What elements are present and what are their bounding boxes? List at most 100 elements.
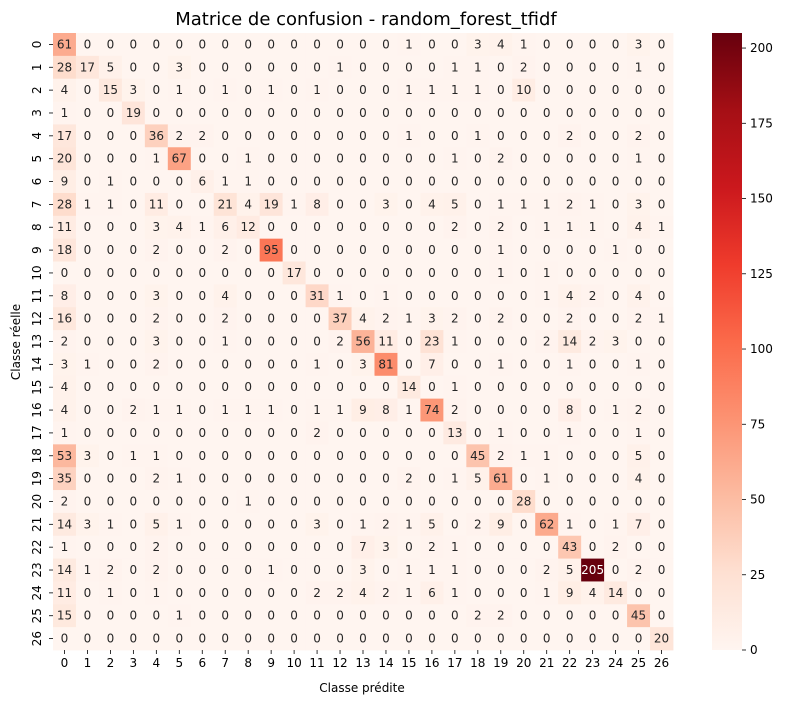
heatmap-cell-value: 0 [198, 266, 206, 280]
heatmap-cell-value: 45 [631, 609, 646, 623]
heatmap-cell-value: 0 [336, 106, 344, 120]
heatmap-cell [190, 490, 215, 514]
heatmap-cell-value: 0 [290, 494, 298, 508]
heatmap-cell [53, 261, 77, 285]
heatmap-cell [236, 261, 261, 285]
heatmap-cell-value: 2 [405, 472, 413, 486]
heatmap-cell [374, 78, 398, 102]
heatmap-cell [512, 421, 536, 445]
heatmap-cell [75, 238, 100, 262]
heatmap-cell [305, 170, 329, 194]
x-tick-label: 0 [61, 656, 69, 670]
heatmap-cell [351, 352, 375, 377]
heatmap-cell-value: 0 [566, 60, 574, 74]
heatmap-cell [420, 444, 444, 468]
heatmap-cell [374, 238, 398, 262]
heatmap-cell-value: 0 [61, 266, 69, 280]
x-tick-label: 5 [175, 656, 183, 670]
heatmap-cell-value: 4 [497, 37, 505, 51]
heatmap-cell-value: 1 [520, 449, 528, 463]
heatmap-cell [121, 512, 146, 537]
heatmap-cell-value: 0 [474, 335, 482, 349]
heatmap-cell [397, 375, 421, 400]
heatmap-cell-value: 0 [359, 632, 367, 646]
heatmap-cell-value: 16 [57, 312, 72, 326]
heatmap-cell [98, 444, 123, 468]
heatmap-cell [282, 375, 306, 400]
heatmap-cell [351, 147, 375, 171]
heatmap-cell-value: 10 [516, 83, 531, 97]
heatmap-cell-value: 0 [474, 220, 482, 234]
x-tick-label: 16 [424, 656, 439, 670]
heatmap-cell-value: 0 [244, 335, 252, 349]
heatmap-cell [420, 627, 444, 651]
heatmap-cell [98, 581, 123, 605]
heatmap-cell-value: 1 [451, 586, 459, 600]
heatmap-cell [397, 307, 421, 331]
heatmap-cell-value: 0 [84, 609, 92, 623]
heatmap-cell-value: 1 [221, 335, 229, 349]
x-tick-label: 7 [221, 656, 229, 670]
heatmap-cell [535, 124, 559, 148]
heatmap-cell [282, 330, 306, 354]
heatmap-cell-value: 0 [428, 152, 436, 166]
heatmap-cell [144, 490, 169, 514]
heatmap-cell [351, 375, 375, 400]
heatmap-cell-value: 0 [451, 129, 459, 143]
heatmap-cell-value: 0 [61, 632, 69, 646]
heatmap-cell [397, 421, 421, 445]
heatmap-cell-value: 1 [107, 586, 115, 600]
heatmap-cell-value: 0 [267, 312, 275, 326]
heatmap-cell [443, 581, 467, 605]
heatmap-cell-value: 1 [107, 517, 115, 531]
heatmap-cell-value: 0 [130, 540, 138, 554]
heatmap-cell-value: 0 [658, 586, 666, 600]
heatmap-cell [259, 627, 284, 651]
heatmap-cell-value: 0 [589, 83, 597, 97]
heatmap-cell-value: 1 [451, 152, 459, 166]
heatmap-cell [420, 604, 444, 628]
heatmap-cell [75, 604, 100, 628]
heatmap-cell-value: 0 [221, 129, 229, 143]
heatmap-cell [75, 421, 100, 445]
heatmap-cell [397, 627, 421, 651]
heatmap-cell [512, 284, 536, 308]
heatmap-cell-value: 0 [175, 563, 183, 577]
heatmap-cell [397, 558, 421, 582]
heatmap-cell-value: 0 [658, 563, 666, 577]
colorbar-tick-label: 75 [750, 417, 765, 431]
heatmap-cell-value: 0 [130, 197, 138, 211]
heatmap-cell [558, 101, 582, 125]
heatmap-cell-value: 0 [589, 60, 597, 74]
heatmap-cell-value: 1 [474, 83, 482, 97]
heatmap-cell [489, 101, 513, 125]
heatmap-cell-value: 1 [589, 197, 597, 211]
heatmap-cell [466, 444, 490, 468]
heatmap-cell-value: 0 [497, 106, 505, 120]
heatmap-cell-value: 0 [612, 312, 620, 326]
heatmap-cell-value: 0 [175, 335, 183, 349]
x-tick-label: 23 [585, 656, 600, 670]
heatmap-cell [489, 215, 513, 240]
heatmap-cell-value: 4 [61, 380, 69, 394]
heatmap-cell [374, 581, 398, 605]
heatmap-cell [627, 101, 651, 125]
heatmap-cell-value: 0 [589, 312, 597, 326]
heatmap-cell [167, 330, 192, 354]
heatmap-cell-value: 0 [267, 472, 275, 486]
heatmap-cell [466, 147, 490, 171]
heatmap-cell-value: 1 [451, 83, 459, 97]
heatmap-cell [374, 627, 398, 651]
heatmap-cell-value: 0 [290, 472, 298, 486]
heatmap-cell [305, 375, 329, 400]
heatmap-cell [190, 512, 215, 537]
heatmap-cell-value: 3 [130, 83, 138, 97]
heatmap-cell [259, 467, 284, 491]
heatmap-cell-value: 1 [405, 517, 413, 531]
heatmap-cell [512, 238, 536, 262]
heatmap-cell-value: 7 [359, 540, 367, 554]
heatmap-cell [512, 192, 536, 217]
heatmap-cell-value: 0 [84, 632, 92, 646]
heatmap-cell [604, 261, 628, 285]
x-tick-label: 10 [286, 656, 301, 670]
